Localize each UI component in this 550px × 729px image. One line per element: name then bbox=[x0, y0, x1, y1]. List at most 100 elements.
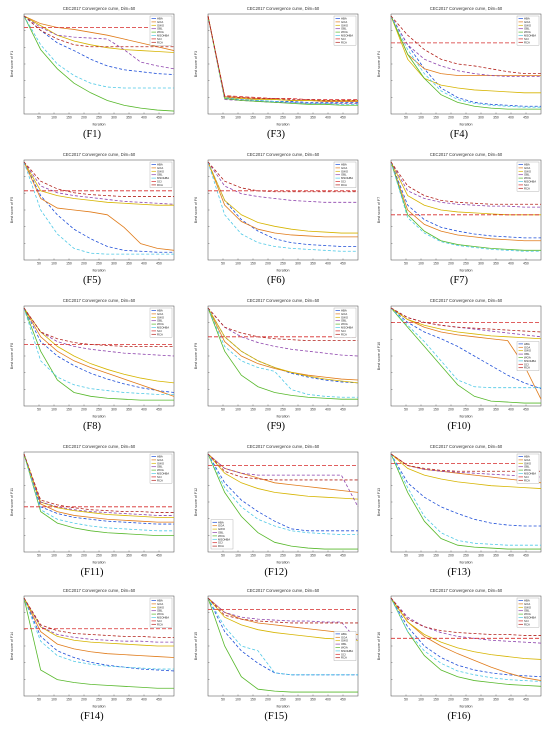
series-line-woa bbox=[23, 15, 175, 112]
series-line-rca bbox=[207, 15, 358, 101]
x-tick-label: 350 bbox=[310, 698, 316, 702]
legend-label: SCI bbox=[341, 37, 346, 41]
series-line-hba bbox=[390, 161, 541, 239]
x-tick-label: 400 bbox=[141, 262, 147, 266]
legend-label: SCI bbox=[157, 37, 162, 41]
chart-panel-f8: CEC2017 Convergence curve, Dim=50 50 100 15… bbox=[6, 296, 178, 436]
legend-label: GOA bbox=[524, 602, 530, 606]
series-line-gwo bbox=[23, 15, 175, 53]
x-tick-label: 400 bbox=[508, 554, 514, 558]
y-axis-label: Best score of F5 bbox=[10, 197, 14, 223]
series-line-goa bbox=[207, 307, 359, 381]
x-tick-label: 150 bbox=[250, 262, 256, 266]
series-line-obl bbox=[207, 597, 359, 642]
x-tick-label: 400 bbox=[325, 554, 331, 558]
x-tick-label: 300 bbox=[111, 116, 117, 120]
legend-box bbox=[149, 307, 173, 338]
series-line-msohba bbox=[207, 161, 358, 252]
chart-panel-f5: CEC2017 Convergence curve, Dim=50 50 100 15… bbox=[6, 150, 178, 290]
legend-label: WOA bbox=[524, 468, 531, 472]
y-axis-label: Best score of F3 bbox=[194, 51, 198, 77]
series-line-goa bbox=[23, 161, 175, 251]
x-tick-label: 100 bbox=[235, 116, 241, 120]
legend-label: HBA bbox=[157, 163, 163, 167]
series-line-rca bbox=[390, 161, 541, 205]
x-tick-label: 150 bbox=[433, 554, 439, 558]
x-tick-label: 450 bbox=[156, 116, 162, 120]
y-axis-label: Best score of F12 bbox=[194, 488, 198, 516]
x-tick-label: 450 bbox=[156, 262, 162, 266]
legend-label: GOA bbox=[341, 20, 347, 24]
series-line-gwo bbox=[390, 597, 542, 660]
x-axis-label: Iteration bbox=[460, 415, 473, 419]
plot-area bbox=[207, 595, 359, 697]
x-tick-label: 350 bbox=[126, 116, 132, 120]
chart-title: CEC2017 Convergence curve, Dim=50 bbox=[63, 152, 136, 157]
x-tick-label: 400 bbox=[325, 262, 331, 266]
x-tick-label: 100 bbox=[51, 554, 57, 558]
legend-label: GOA bbox=[157, 20, 163, 24]
figure-caption: (F9) bbox=[266, 421, 286, 432]
x-tick-label: 50 bbox=[37, 116, 41, 120]
x-tick-label: 250 bbox=[280, 408, 286, 412]
x-tick-label: 300 bbox=[111, 408, 117, 412]
series-line-obl bbox=[23, 597, 174, 643]
legend-label: HBA bbox=[218, 520, 224, 524]
x-tick-label: 150 bbox=[433, 698, 439, 702]
x-tick-label: 200 bbox=[448, 116, 454, 120]
x-tick-label: 300 bbox=[478, 408, 484, 412]
x-tick-label: 400 bbox=[141, 698, 147, 702]
legend-label: SCI bbox=[341, 329, 346, 333]
x-tick-label: 100 bbox=[418, 554, 424, 558]
legend-label: RCA bbox=[157, 478, 163, 482]
x-tick-label: 100 bbox=[418, 262, 424, 266]
series-line-woa bbox=[23, 307, 174, 401]
legend-label: GWO bbox=[524, 349, 532, 353]
series-line-woa bbox=[23, 453, 174, 536]
series-line-msohba bbox=[390, 307, 541, 389]
series-line-obl bbox=[207, 453, 359, 507]
legend-label: WOA bbox=[341, 646, 348, 650]
x-tick-label: 350 bbox=[126, 698, 132, 702]
legend-label: RCA bbox=[341, 656, 347, 660]
x-tick-label: 50 bbox=[221, 262, 225, 266]
x-tick-label: 400 bbox=[508, 116, 514, 120]
x-tick-label: 100 bbox=[418, 408, 424, 412]
legend-label: MSOHBA bbox=[157, 326, 169, 330]
legend-label: MSOHBA bbox=[524, 472, 536, 476]
x-tick-label: 250 bbox=[463, 262, 469, 266]
chart-title: CEC2017 Convergence curve, Dim=50 bbox=[247, 298, 320, 303]
figure-caption: (F5) bbox=[82, 275, 102, 286]
y-axis-label: Best score of F6 bbox=[194, 197, 198, 223]
chart-title: CEC2017 Convergence curve, Dim=50 bbox=[63, 298, 136, 303]
x-tick-label: 250 bbox=[280, 554, 286, 558]
chart-panel-f15: CEC2017 Convergence curve, Dim=50 50 100 15… bbox=[190, 586, 362, 726]
legend-label: HBA bbox=[524, 455, 530, 459]
x-tick-label: 200 bbox=[265, 698, 271, 702]
x-tick-label: 250 bbox=[280, 116, 286, 120]
chart-title: CEC2017 Convergence curve, Dim=50 bbox=[63, 6, 136, 11]
x-tick-label: 250 bbox=[463, 698, 469, 702]
x-tick-label: 450 bbox=[156, 554, 162, 558]
x-tick-label: 150 bbox=[250, 408, 256, 412]
series-line-woa bbox=[390, 161, 541, 251]
y-axis-label: Best score of F13 bbox=[377, 488, 381, 516]
x-tick-label: 250 bbox=[463, 116, 469, 120]
legend-label: SCI bbox=[157, 475, 162, 479]
legend-box bbox=[516, 597, 540, 628]
legend-label: MSOHBA bbox=[341, 649, 353, 653]
legend-label: WOA bbox=[218, 534, 225, 538]
chart-panel-f16: CEC2017 Convergence curve, Dim=50 50 100 15… bbox=[373, 586, 545, 726]
legend-label: MSOHBA bbox=[524, 34, 536, 38]
x-tick-label: 50 bbox=[404, 116, 408, 120]
y-axis-label: Best score of F1 bbox=[10, 51, 14, 77]
legend-label: SCI bbox=[524, 183, 529, 187]
x-tick-label: 100 bbox=[235, 262, 241, 266]
chart-svg: CEC2017 Convergence curve, Dim=50 50 100 15… bbox=[10, 298, 175, 419]
x-tick-label: 200 bbox=[265, 408, 271, 412]
series-line-msohba bbox=[23, 307, 174, 395]
series-line-rca bbox=[390, 307, 542, 333]
chart-panel-f7: CEC2017 Convergence curve, Dim=50 50 100 15… bbox=[373, 150, 545, 290]
